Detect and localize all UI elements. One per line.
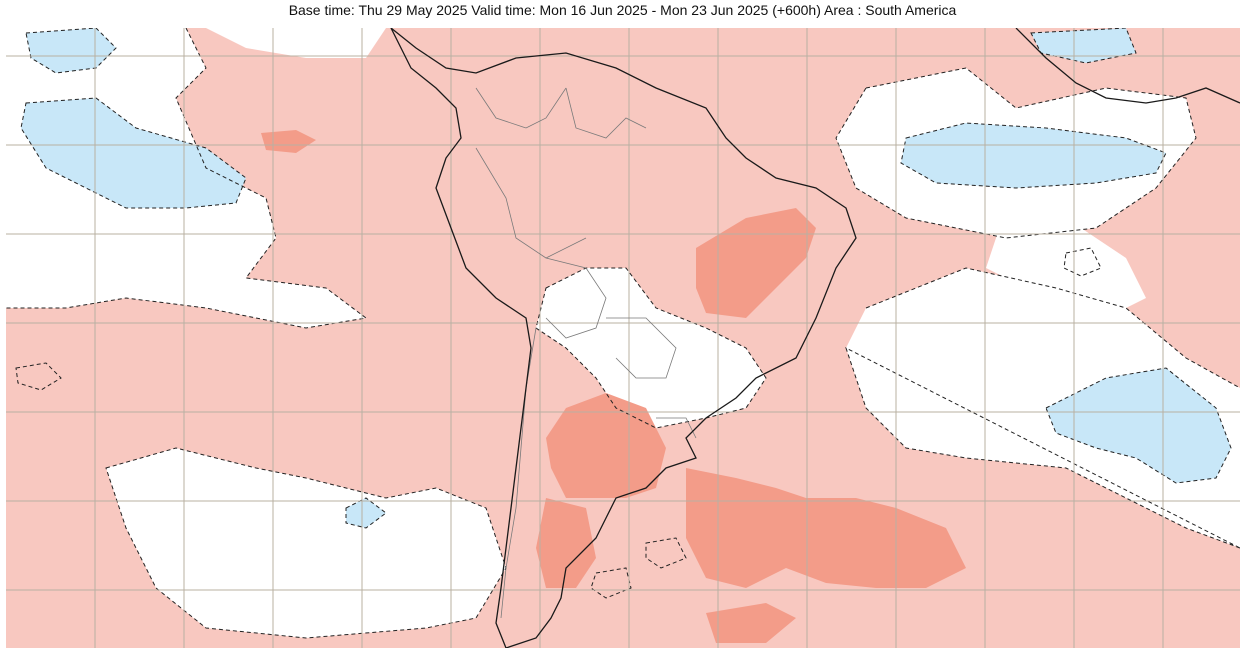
contour-small-2	[645, 537, 687, 569]
neutral-contours	[6, 28, 1240, 639]
above-area-brazil	[696, 208, 816, 318]
below-area-north-atlantic	[900, 122, 1167, 189]
border-bolivia	[545, 257, 607, 339]
border-peru-brazil	[475, 147, 587, 259]
contour-small-1	[15, 362, 62, 391]
map-title: Base time: Thu 29 May 2025 Valid time: M…	[288, 2, 957, 18]
central-america-coastline	[1015, 28, 1240, 104]
above-area-south-bottom	[706, 603, 796, 643]
neutral-area-atlantic-patches	[986, 208, 1146, 318]
below-area-southeast-pacific	[345, 497, 387, 529]
border-paraguay	[606, 317, 677, 379]
below-normal-areas	[20, 28, 1232, 529]
below-area-south-atlantic	[1045, 367, 1232, 484]
contour-nw-pacific	[6, 28, 368, 329]
contour-interior	[535, 267, 767, 429]
anomaly-map-canvas	[6, 28, 1240, 648]
above-area-patagonia	[536, 498, 596, 588]
below-area-east-pacific	[20, 97, 247, 209]
neutral-area-north-top	[206, 28, 386, 58]
neutral-area-south-america-interior	[536, 268, 766, 428]
border-colombia-venezuela	[475, 87, 567, 129]
contour-north-atlantic	[835, 67, 1197, 239]
anomaly-map	[6, 28, 1240, 648]
neutral-area-south-atlantic	[846, 268, 1240, 548]
south-america-coastline	[390, 28, 857, 648]
border-guianas	[565, 87, 647, 139]
above-area-argentina	[546, 393, 666, 498]
above-area-pacific-north	[261, 130, 316, 153]
contour-small-3	[590, 567, 632, 599]
contour-south-atlantic	[845, 267, 1240, 549]
contour-small-4	[1063, 247, 1102, 277]
below-area-nw-corner	[25, 28, 117, 74]
below-area-top-north	[1030, 28, 1137, 64]
graticule	[6, 28, 1240, 648]
